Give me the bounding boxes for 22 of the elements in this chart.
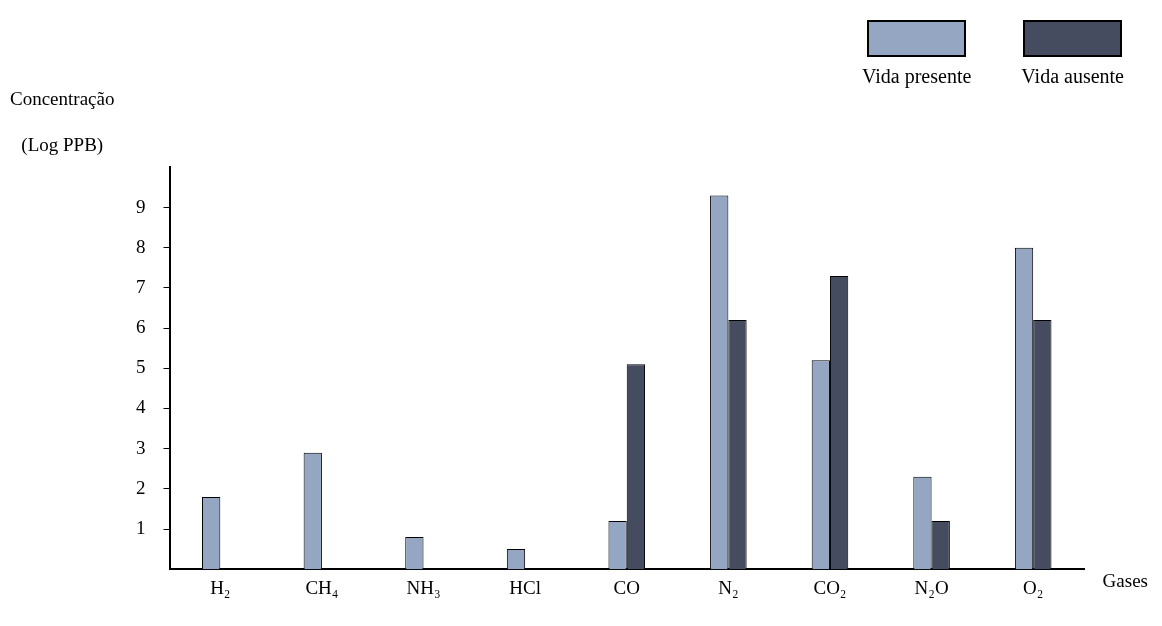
x-tick-label: CO [613,576,640,598]
legend-label: Vida ausente [1021,65,1124,88]
text: Concentração (Log PPB) [10,88,115,155]
x-tick-label: N₂O [914,576,949,598]
y-tick-label: 8 [136,235,146,257]
y-tick-label: 1 [136,517,146,538]
y-tick-label: 9 [136,195,146,217]
x-axis-title: Gases [1102,570,1148,592]
y-tick-label: 3 [136,436,146,458]
x-tick-label: O₂ [1023,576,1044,598]
y-tick-label: 2 [136,476,146,498]
x-tick-label: CO₂ [813,576,847,598]
y-tick-label: 5 [136,356,146,378]
x-tick-label: N₂ [718,576,739,598]
x-tick-label: H₂ [210,576,231,598]
legend-label: Vida presente [862,65,972,88]
x-tick-label: CH₄ [305,576,339,598]
x-tick-label: NH₃ [406,576,441,598]
x-tick-label: HCl [509,576,541,598]
y-tick-label: 7 [136,275,146,297]
y-tick-label: 6 [136,316,146,338]
y-tick-label: 4 [136,396,146,418]
